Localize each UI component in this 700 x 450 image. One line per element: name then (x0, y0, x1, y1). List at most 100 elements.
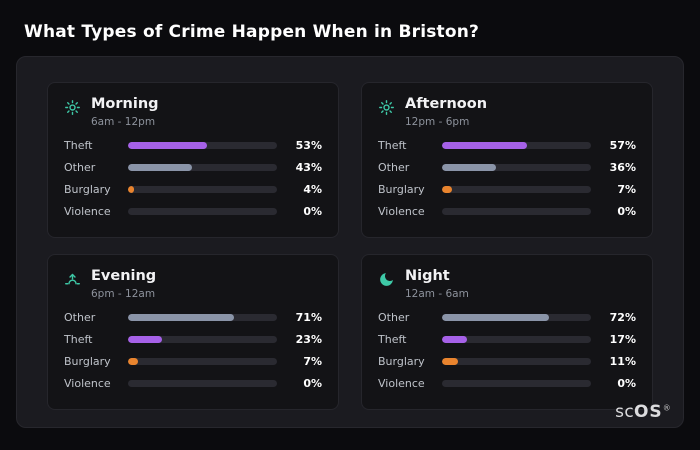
bar-fill (128, 336, 163, 344)
watermark-os: OS (633, 402, 663, 422)
moon-icon (378, 271, 396, 289)
bar-rows: Theft 57% Other 36% Burglary 7% Violence 0% (378, 139, 636, 219)
dashboard-panel: Morning 6am - 12pm Theft 53% Other 43% Burgl… (16, 56, 684, 428)
bar-rows: Other 71% Theft 23% Burglary 7% Violence 0% (64, 311, 322, 391)
bar-rows: Other 72% Theft 17% Burglary 11% Violence 0% (378, 311, 636, 391)
bar-value: 0% (617, 205, 636, 219)
bar-label: Theft (64, 139, 93, 153)
bar-track (442, 142, 591, 150)
bar-track (442, 380, 591, 388)
card-title: Morning (91, 96, 159, 112)
bar-value: 71% (295, 311, 322, 325)
card-header-text: Evening 6pm - 12am (91, 268, 156, 300)
bar-row-other: Other 72% (378, 311, 636, 325)
bar-label: Violence (378, 205, 425, 219)
bar-track (442, 208, 591, 216)
registered-mark: ® (662, 403, 671, 413)
bar-label: Violence (64, 205, 111, 219)
bar-value: 11% (609, 355, 636, 369)
card-subtitle: 6pm - 12am (91, 287, 156, 300)
bar-row-burglary: Burglary 7% (64, 355, 322, 369)
bar-fill (442, 164, 496, 172)
card-title: Afternoon (405, 96, 488, 112)
bar-row-theft: Theft 57% (378, 139, 636, 153)
bar-track (128, 314, 277, 322)
bar-label: Other (378, 161, 410, 175)
time-card-evening: Evening 6pm - 12am Other 71% Theft 23% Burgl… (47, 254, 339, 410)
bar-track (442, 358, 591, 366)
bar-row-theft: Theft 17% (378, 333, 636, 347)
bar-value: 43% (295, 161, 322, 175)
sunrise-icon (64, 271, 82, 289)
bar-value: 53% (295, 139, 322, 153)
card-subtitle: 12pm - 6pm (405, 115, 470, 128)
bar-value: 0% (303, 205, 322, 219)
bar-row-violence: Violence 0% (378, 205, 636, 219)
card-header: Evening 6pm - 12am (64, 268, 322, 300)
bar-fill (128, 314, 234, 322)
bar-track (442, 336, 591, 344)
card-title: Evening (91, 268, 157, 284)
bar-value: 17% (609, 333, 636, 347)
bar-value: 72% (609, 311, 636, 325)
card-header-text: Morning 6am - 12pm (91, 96, 159, 128)
bar-value: 23% (295, 333, 322, 347)
bar-label: Burglary (64, 183, 111, 197)
bar-fill (442, 336, 468, 344)
time-card-morning: Morning 6am - 12pm Theft 53% Other 43% Burgl… (47, 82, 339, 238)
bar-track (128, 164, 277, 172)
bar-label: Burglary (378, 183, 425, 197)
bar-label: Violence (378, 377, 425, 391)
bar-value: 0% (303, 377, 322, 391)
bar-track (128, 358, 277, 366)
card-header: Morning 6am - 12pm (64, 96, 322, 128)
bar-track (128, 336, 277, 344)
bar-label: Burglary (64, 355, 111, 369)
card-header: Afternoon 12pm - 6pm (378, 96, 636, 128)
bar-row-theft: Theft 53% (64, 139, 322, 153)
bar-value: 4% (303, 183, 322, 197)
bar-value: 7% (303, 355, 322, 369)
bar-value: 7% (617, 183, 636, 197)
bar-row-other: Other 43% (64, 161, 322, 175)
page-title: What Types of Crime Happen When in Brist… (24, 22, 480, 42)
bar-row-violence: Violence 0% (64, 377, 322, 391)
bar-row-theft: Theft 23% (64, 333, 322, 347)
bar-value: 57% (609, 139, 636, 153)
bar-label: Theft (378, 333, 407, 347)
bar-label: Other (64, 311, 96, 325)
bar-fill (128, 358, 139, 366)
card-subtitle: 12am - 6am (405, 287, 469, 300)
card-title: Night (405, 268, 450, 284)
bar-label: Theft (64, 333, 93, 347)
bar-track (442, 164, 591, 172)
bar-row-violence: Violence 0% (378, 377, 636, 391)
bar-rows: Theft 53% Other 43% Burglary 4% Violence 0% (64, 139, 322, 219)
bar-track (128, 142, 277, 150)
bar-fill (128, 164, 193, 172)
bar-fill (442, 142, 527, 150)
scos-watermark: scOS® (615, 402, 671, 422)
bar-fill (128, 142, 207, 150)
bar-fill (442, 314, 550, 322)
bar-row-violence: Violence 0% (64, 205, 322, 219)
bar-label: Theft (378, 139, 407, 153)
card-header-text: Afternoon 12pm - 6pm (405, 96, 487, 128)
bar-value: 36% (609, 161, 636, 175)
watermark-sc: sc (615, 402, 634, 422)
bar-label: Other (64, 161, 96, 175)
bar-track (128, 208, 277, 216)
bar-row-other: Other 36% (378, 161, 636, 175)
bar-label: Burglary (378, 355, 425, 369)
bar-row-burglary: Burglary 11% (378, 355, 636, 369)
bar-value: 0% (617, 377, 636, 391)
bar-row-burglary: Burglary 7% (378, 183, 636, 197)
card-header: Night 12am - 6am (378, 268, 636, 300)
time-card-afternoon: Afternoon 12pm - 6pm Theft 57% Other 36% Bur… (361, 82, 653, 238)
bar-row-other: Other 71% (64, 311, 322, 325)
sun-icon (378, 99, 396, 117)
card-header-text: Night 12am - 6am (405, 268, 469, 300)
bar-fill (128, 186, 134, 194)
bar-track (442, 186, 591, 194)
bar-fill (442, 186, 453, 194)
